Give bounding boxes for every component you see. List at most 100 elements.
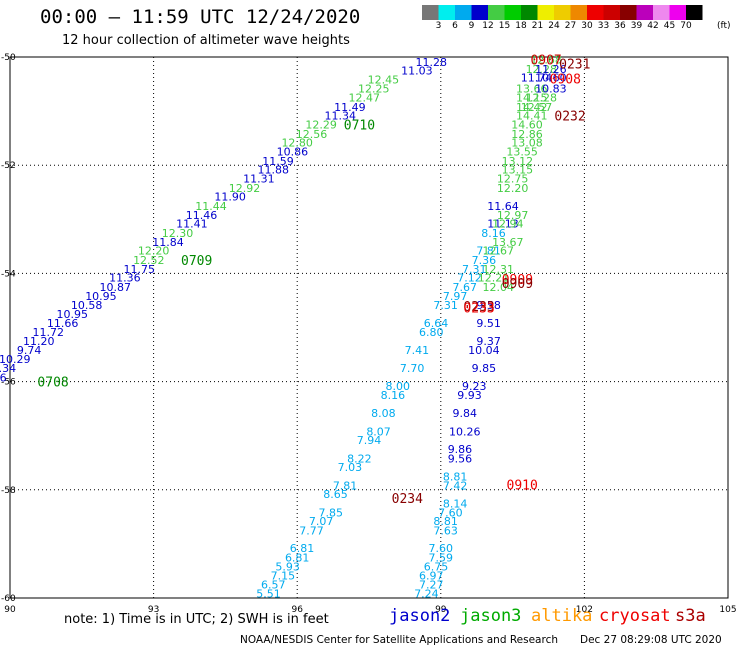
color-scale-tick-label: 15 <box>498 21 511 31</box>
wave-height-value: 6.75 <box>424 561 449 574</box>
pass-time-label: 0231 <box>559 57 590 72</box>
wave-height-value: 7.81 <box>476 245 501 258</box>
wave-height-value: 11.20 <box>23 335 55 348</box>
legend-altika: altika <box>531 606 593 626</box>
wave-height-value: 12.57 <box>521 101 553 114</box>
color-swatch <box>669 5 686 20</box>
wave-height-value: 5.93 <box>275 561 300 574</box>
wave-height-value: 12.31 <box>482 263 514 276</box>
wave-height-value: 11.88 <box>258 164 290 177</box>
wave-height-value: 11.84 <box>152 236 184 249</box>
wave-height-value: 13.66 <box>516 82 548 95</box>
wave-height-value: 6.81 <box>290 542 315 555</box>
wave-height-value: 7.81 <box>333 479 358 492</box>
wave-height-value: 12.20 <box>497 182 529 195</box>
wave-height-value: 7.41 <box>405 344 430 357</box>
pass-time-label: 0234 <box>392 492 423 507</box>
pass-time-label: 0909 <box>502 277 533 292</box>
y-tick-label: -50 <box>1 53 16 63</box>
wave-height-value: 8.14 <box>443 497 468 510</box>
wave-height-value: 7.97 <box>443 290 468 303</box>
wave-height-value: 14.15 <box>516 92 548 105</box>
wave-height-value: 8.22 <box>347 452 372 465</box>
pass-time-label: 0907 <box>530 54 561 69</box>
wave-height-value: 7.60 <box>438 507 463 520</box>
color-scale-tick-label: 18 <box>515 21 527 31</box>
wave-height-value: 8.08 <box>371 407 396 420</box>
wave-height-value: 6.80 <box>419 326 444 339</box>
wave-height-value: 12.45 <box>368 74 400 87</box>
x-tick-label: 96 <box>291 605 303 615</box>
wave-height-value: 11.66 <box>47 317 79 330</box>
wave-height-value: 14.42 <box>516 101 548 114</box>
color-swatch <box>521 5 538 20</box>
color-swatch <box>422 5 439 20</box>
wave-height-value: 10.29 <box>0 353 31 366</box>
pass-time-label: 0709 <box>181 254 212 269</box>
wave-height-value: 10.58 <box>71 299 103 312</box>
color-swatch <box>603 5 620 20</box>
color-swatch <box>686 5 703 20</box>
wave-height-value: 9.86 <box>448 443 473 456</box>
color-scale-tick-label: 12 <box>482 21 494 31</box>
color-swatch <box>587 5 604 20</box>
wave-height-value: 10.86 <box>277 146 309 159</box>
y-tick-label: -56 <box>1 378 16 388</box>
wave-height-value: 12.68 <box>530 54 562 67</box>
wave-height-value: 13.15 <box>502 164 534 177</box>
wave-height-value: 12.94 <box>492 218 524 231</box>
wave-height-value: 7.63 <box>433 524 458 537</box>
pass-time-label: 0710 <box>344 119 375 134</box>
wave-height-value: 7.67 <box>452 281 477 294</box>
wave-height-value: 5.51 <box>256 588 281 601</box>
pass-time-label: 0909 <box>502 273 533 288</box>
wave-height-value: 11.26 <box>535 63 567 76</box>
wave-height-value: 13.67 <box>492 236 524 249</box>
wave-height-value: 8.65 <box>323 488 348 501</box>
color-scale-bar <box>422 5 703 20</box>
wave-height-value: 11.36 <box>109 272 141 285</box>
color-swatch <box>438 5 455 20</box>
chart-subtitle: 12 hour collection of altimeter wave hei… <box>62 33 350 48</box>
wave-height-value: 7.77 <box>299 524 324 537</box>
wave-height-value: 10.95 <box>56 308 88 321</box>
x-tick-label: 99 <box>435 605 447 615</box>
wave-height-value: 11.72 <box>33 326 65 339</box>
wave-height-value: 12.67 <box>482 245 514 258</box>
wave-height-value: 7.85 <box>318 507 343 520</box>
y-tick-label: -54 <box>1 269 16 279</box>
wave-height-value: 10.46 <box>0 371 7 384</box>
color-swatch <box>570 5 587 20</box>
wave-height-value: 8.07 <box>366 425 391 438</box>
wave-height-value: 9.58 <box>476 299 501 312</box>
wave-height-value: 9.84 <box>452 407 477 420</box>
color-scale-tick-label: 42 <box>647 21 659 31</box>
wave-height-value: 7.42 <box>443 479 468 492</box>
color-scale-tick-label: 30 <box>581 21 593 31</box>
wave-height-value: 10.26 <box>449 425 481 438</box>
wave-height-value: 10.83 <box>535 82 567 95</box>
wave-height-value: 6.57 <box>261 578 286 591</box>
wave-height-value: 13.55 <box>506 146 538 159</box>
wave-height-value: 8.81 <box>433 515 458 528</box>
y-tick-label: -52 <box>1 161 16 171</box>
wave-height-value: 9.93 <box>457 389 482 402</box>
color-swatch <box>471 5 488 20</box>
wave-height-value: 12.28 <box>526 63 558 76</box>
wave-height-value: 7.36 <box>472 254 497 267</box>
wave-height-value: 12.52 <box>133 254 165 267</box>
color-swatch <box>620 5 637 20</box>
color-scale-tick-label: 21 <box>531 21 544 31</box>
credit-line: NOAA/NESDIS Center for Satellite Applica… <box>240 634 558 646</box>
y-tick-label: -60 <box>1 594 16 604</box>
wave-height-value: 11.41 <box>176 218 208 231</box>
wave-height-value: 10.34 <box>0 362 16 375</box>
wave-height-value: 11.49 <box>334 101 366 114</box>
color-scale-tick-label: 45 <box>663 21 676 31</box>
wave-height-value: 7.60 <box>429 542 454 555</box>
wave-height-value: 8.16 <box>481 227 506 240</box>
plot-frame <box>9 56 729 599</box>
color-swatch <box>455 5 472 20</box>
wave-height-value: 7.07 <box>309 515 334 528</box>
wave-height-value: 12.28 <box>526 92 558 105</box>
